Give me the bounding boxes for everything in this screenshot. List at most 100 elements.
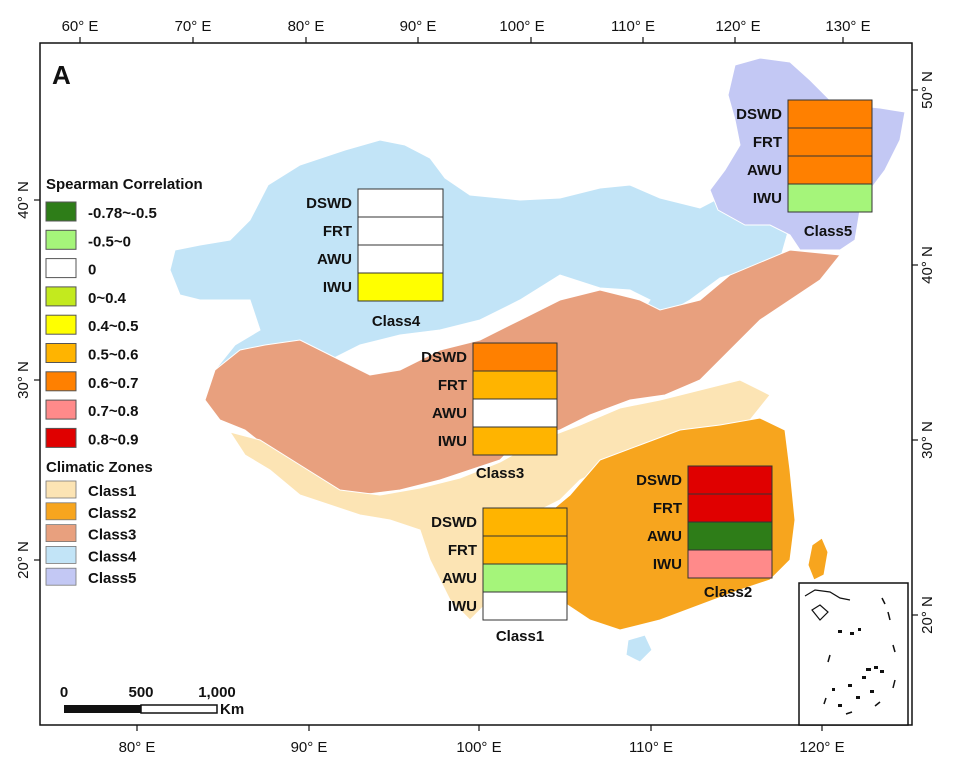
box-cell-awu (482, 563, 568, 593)
zone-label: Class4 (88, 548, 137, 565)
box-cell-frt (472, 370, 558, 400)
correlation-label: 0 (88, 262, 96, 279)
box-row-label: FRT (753, 134, 782, 151)
bottom-lon-label: 90° E (291, 739, 328, 756)
zone-box-class5: DSWD FRT AWU IWU Class5 (736, 99, 873, 240)
bottom-lon-label: 100° E (456, 739, 501, 756)
left-lat-label: 20° N (15, 541, 32, 579)
bottom-longitude-labels: 80° E 90° E 100° E 110° E 120° E (119, 739, 845, 756)
box-cell-iwu (472, 426, 558, 456)
correlation-swatch (45, 258, 77, 279)
box-cell-iwu (482, 591, 568, 621)
inset-coastline (804, 589, 851, 621)
zone-legend-items: Class1 Class2 Class3 Class4 Class5 (45, 480, 137, 587)
zone-label: Class5 (88, 570, 136, 587)
correlation-legend-items: -0.78~-0.5 -0.5~0 0 0~0.4 0.4~0.5 0.5~0.6 0.6~… (45, 201, 157, 448)
box-cell-awu (357, 244, 444, 274)
box-row-label: FRT (448, 542, 477, 559)
box-cell-awu (787, 155, 873, 185)
top-lon-label: 100° E (499, 18, 544, 35)
box-cell-frt (687, 493, 773, 523)
correlation-swatch (45, 229, 77, 250)
zone-swatch (45, 502, 77, 521)
correlation-swatch (45, 371, 77, 392)
correlation-label: 0.4~0.5 (88, 318, 138, 335)
correlation-label: 0~0.4 (88, 290, 127, 307)
box-cell-dswd (482, 507, 568, 537)
box-class-label: Class5 (804, 223, 852, 240)
box-class-label: Class4 (372, 313, 421, 330)
box-cell-iwu (687, 549, 773, 579)
box-row-label: AWU (432, 405, 467, 422)
correlation-swatch (45, 201, 77, 222)
correlation-label: 0.7~0.8 (88, 403, 138, 420)
zone-box-class1: DSWD FRT AWU IWU Class1 (431, 507, 568, 645)
correlation-swatch (45, 286, 77, 307)
bottom-lon-label: 120° E (799, 739, 844, 756)
box-cell-dswd (787, 99, 873, 129)
zone-label: Class2 (88, 505, 136, 522)
box-class-label: Class2 (704, 584, 752, 601)
zone-box-class3: DSWD FRT AWU IWU Class3 (421, 342, 558, 482)
south-china-sea-inset (798, 582, 909, 726)
box-cell-frt (482, 535, 568, 565)
box-row-label: DSWD (736, 106, 782, 123)
zone-class4-region (169, 139, 791, 406)
top-lon-label: 60° E (62, 18, 99, 35)
box-row-label: AWU (317, 251, 352, 268)
box-row-label: IWU (653, 556, 682, 573)
box-class-label: Class3 (476, 465, 524, 482)
correlation-label: 0.5~0.6 (88, 347, 138, 364)
correlation-swatch (45, 427, 77, 448)
box-class-label: Class1 (496, 628, 544, 645)
frame-ticks (34, 37, 918, 731)
zone-swatch (45, 567, 77, 586)
legend: Spearman Correlation -0.78~-0.5 -0.5~0 0 0~… (45, 176, 203, 587)
correlation-label: -0.78~-0.5 (88, 205, 157, 222)
top-longitude-labels: 60° E 70° E 80° E 90° E 100° E 110° E 12… (62, 18, 871, 35)
zone-swatch (45, 480, 77, 499)
correlation-swatch (45, 314, 77, 335)
zone-box-class2: DSWD FRT AWU IWU Class2 (636, 465, 773, 601)
top-lon-label: 90° E (400, 18, 437, 35)
legend-correlation-title: Spearman Correlation (46, 176, 203, 193)
scale-bar-white (140, 704, 218, 714)
bottom-lon-label: 80° E (119, 739, 156, 756)
box-row-label: DSWD (636, 472, 682, 489)
zone-label: Class3 (88, 527, 136, 544)
scale-label-0: 0 (60, 684, 68, 701)
right-lat-label: 50° N (919, 71, 936, 109)
box-cell-awu (687, 521, 773, 551)
right-lat-label: 30° N (919, 421, 936, 459)
box-row-label: AWU (442, 570, 477, 587)
box-cell-iwu (357, 272, 444, 302)
top-lon-label: 80° E (288, 18, 325, 35)
correlation-swatch (45, 343, 77, 363)
right-latitude-labels: 50° N 40° N 30° N 20° N (919, 71, 936, 634)
box-row-label: IWU (438, 433, 467, 450)
box-cell-iwu (787, 183, 873, 213)
top-lon-label: 120° E (715, 18, 760, 35)
correlation-label: 0.8~0.9 (88, 431, 138, 448)
left-latitude-labels: 40° N 30° N 20° N (15, 181, 32, 579)
scale-label-500: 500 (128, 684, 153, 701)
box-cell-frt (357, 216, 444, 246)
top-lon-label: 110° E (611, 18, 655, 35)
box-row-label: AWU (747, 162, 782, 179)
island-taiwan (807, 537, 829, 581)
box-row-label: FRT (653, 500, 682, 517)
right-lat-label: 40° N (919, 246, 936, 284)
zone-swatch (45, 546, 77, 564)
box-row-label: IWU (323, 279, 352, 296)
zone-boxes: DSWD FRT AWU IWU Class4 DSWD FRT AWU IWU Class5 DS… (306, 99, 873, 645)
scale-bar-black (64, 705, 141, 713)
box-cell-dswd (357, 188, 444, 218)
box-row-label: AWU (647, 528, 682, 545)
zone-swatch (45, 524, 77, 542)
scale-label-1000: 1,000 (198, 684, 236, 701)
zone-box-class4: DSWD FRT AWU IWU Class4 (306, 188, 444, 330)
correlation-swatch (45, 399, 77, 420)
island-hainan (625, 634, 653, 663)
zone-label: Class1 (88, 483, 136, 500)
